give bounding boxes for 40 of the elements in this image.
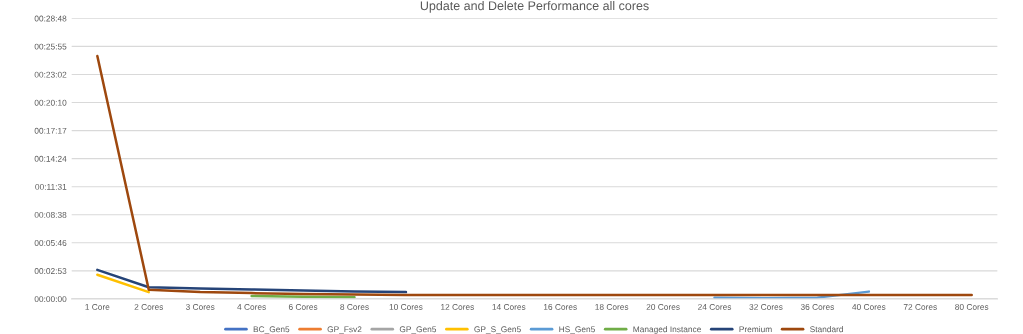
- legend-label: GP_Gen5: [399, 326, 437, 334]
- x-tick-label: 14 Cores: [492, 304, 526, 310]
- x-tick-label: 4 Cores: [237, 304, 266, 310]
- y-tick-label: 00:23:02: [34, 71, 67, 78]
- legend-label: GP_S_Gen5: [474, 326, 521, 334]
- y-tick-label: 00:05:46: [34, 240, 67, 246]
- x-tick-label: 20 Cores: [646, 304, 680, 310]
- line-series: [96, 54, 973, 297]
- x-tick-label: 36 Cores: [800, 304, 835, 310]
- x-tick-label: 1 Core: [85, 304, 110, 310]
- legend-label: Managed Instance: [633, 326, 701, 334]
- x-tick-label: 16 Cores: [543, 304, 577, 310]
- x-tick-label: 40 Cores: [852, 304, 886, 310]
- x-tick-label: 3 Cores: [185, 304, 215, 310]
- y-tick-label: 00:17:17: [34, 127, 67, 134]
- legend-label: Standard: [810, 326, 843, 333]
- x-tick-label: 2 Cores: [134, 304, 164, 310]
- x-tick-label: 10 Cores: [389, 304, 423, 310]
- legend-label: Premium: [739, 326, 772, 333]
- y-tick-label: 00:11:31: [35, 183, 67, 190]
- line-series: [96, 268, 408, 294]
- x-tick-label: 32 Cores: [749, 304, 783, 310]
- y-tick-label: 00:14:24: [34, 155, 67, 162]
- x-tick-label: 8 Cores: [340, 304, 369, 310]
- chart-title: Update and Delete Performance all cores: [420, 0, 649, 13]
- legend-label: HS_Gen5: [559, 326, 595, 334]
- legend-label: BC_Gen5: [253, 326, 290, 334]
- x-tick-label: 6 Cores: [288, 304, 318, 310]
- x-tick-label: 80 Cores: [955, 304, 989, 310]
- y-tick-label: 00:08:38: [34, 211, 67, 218]
- legend-label: GP_Fsv2: [327, 326, 362, 334]
- y-tick-label: 00:02:53: [34, 268, 67, 274]
- x-tick-label: 12 Cores: [441, 304, 474, 310]
- y-tick-label: 00:00:00: [34, 296, 67, 303]
- y-tick-label: 00:20:10: [34, 99, 67, 106]
- x-tick-label: 72 Cores: [903, 304, 937, 310]
- x-tick-label: 24 Cores: [698, 304, 732, 310]
- y-tick-label: 00:28:48: [34, 15, 67, 22]
- x-tick-label: 18 Cores: [595, 304, 629, 310]
- y-tick-label: 00:25:55: [34, 43, 67, 50]
